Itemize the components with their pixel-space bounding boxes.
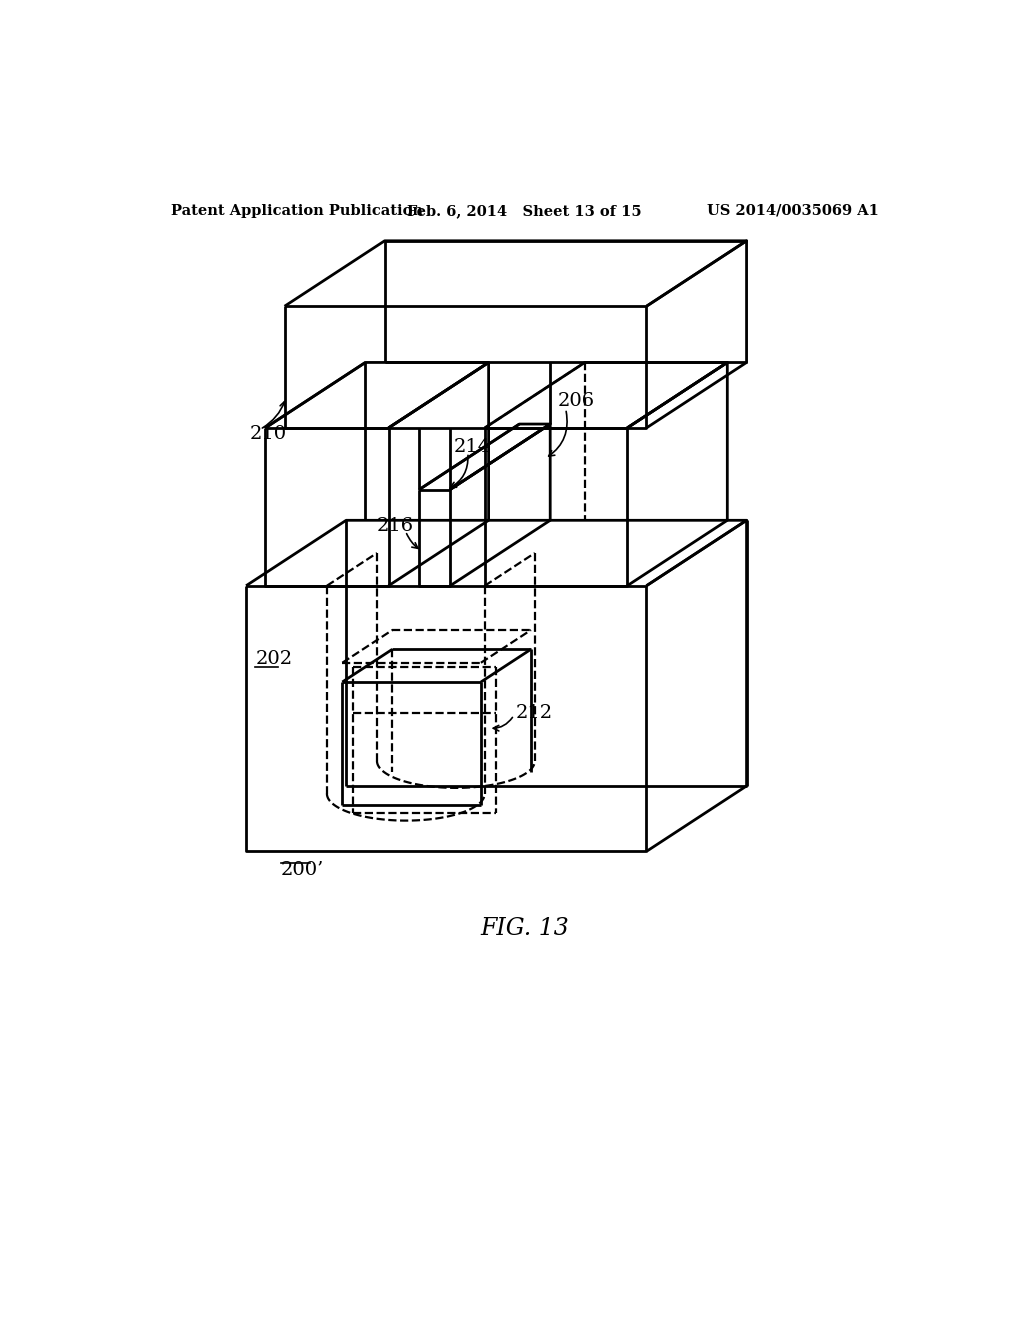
- Text: 214: 214: [454, 438, 492, 457]
- Text: FIG. 13: FIG. 13: [480, 917, 569, 940]
- Text: 216: 216: [377, 517, 414, 536]
- Text: 210: 210: [250, 425, 287, 444]
- Text: 212: 212: [515, 704, 553, 722]
- Text: 200’: 200’: [281, 862, 324, 879]
- Text: 202: 202: [255, 649, 293, 668]
- Text: 206: 206: [558, 392, 595, 411]
- Text: US 2014/0035069 A1: US 2014/0035069 A1: [708, 203, 879, 218]
- Text: Feb. 6, 2014   Sheet 13 of 15: Feb. 6, 2014 Sheet 13 of 15: [408, 203, 642, 218]
- Text: Patent Application Publication: Patent Application Publication: [171, 203, 423, 218]
